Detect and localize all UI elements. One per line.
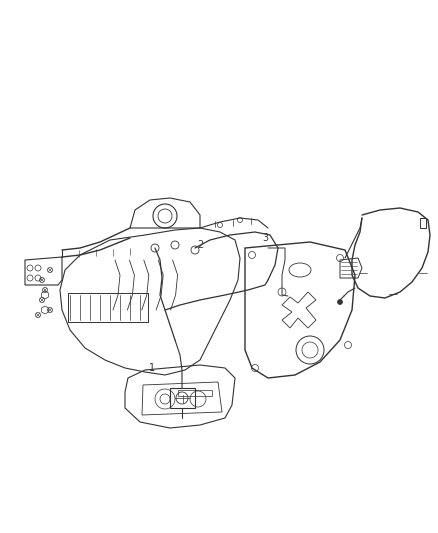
Text: 3: 3 [262,233,268,243]
Circle shape [338,300,343,304]
Text: 2: 2 [197,240,203,250]
Text: 1: 1 [149,363,155,373]
